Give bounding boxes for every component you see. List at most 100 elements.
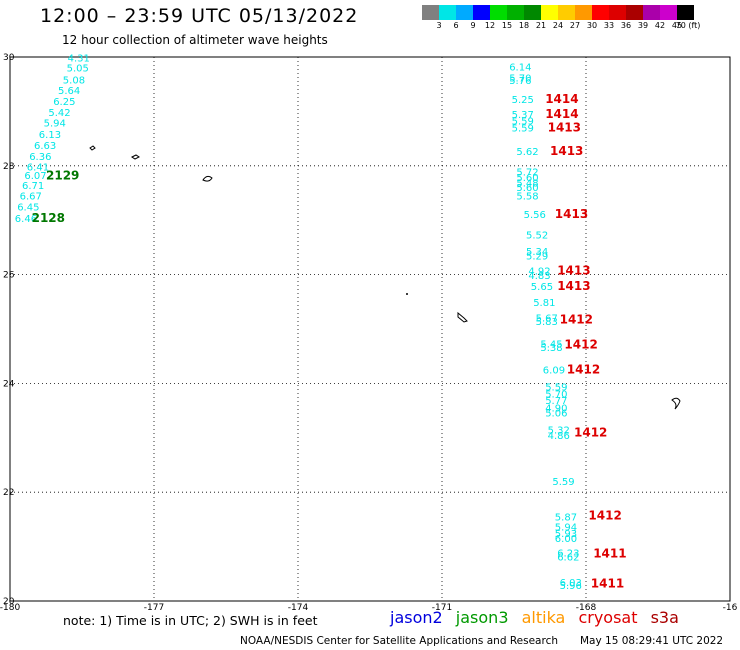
swh-label: 5.76	[509, 76, 531, 87]
swh-label: 5.45	[540, 339, 562, 350]
swh-label: 6.71	[22, 181, 44, 192]
scale-label: 33	[603, 21, 615, 30]
swh-label: 6.62	[557, 553, 579, 564]
time-label: 1412	[588, 508, 621, 522]
time-label: 1412	[567, 363, 600, 377]
scale-swatch	[609, 5, 626, 20]
scale-label: 45	[671, 21, 683, 30]
legend-cryosat: cryosat	[578, 608, 638, 627]
swh-label: 6.36	[29, 152, 51, 163]
scale-swatch	[677, 5, 694, 20]
island-outline	[202, 175, 213, 182]
swh-label: 5.58	[516, 192, 538, 203]
scale-swatch	[660, 5, 677, 20]
swh-label: 5.60	[516, 173, 538, 184]
time-label: 1413	[557, 279, 590, 293]
swh-label: 5.37	[512, 110, 534, 121]
swh-label: 5.25	[512, 95, 534, 106]
swh-label: 5.34	[526, 247, 548, 258]
island-outline	[89, 145, 96, 151]
swh-label: 5.32	[548, 425, 570, 436]
island-outline	[457, 311, 468, 323]
scale-swatch	[541, 5, 558, 20]
scale-swatch	[643, 5, 660, 20]
swh-label: 5.67	[536, 313, 558, 324]
page-subtitle: 12 hour collection of altimeter wave hei…	[62, 33, 328, 47]
swh-label: 5.59	[512, 116, 534, 127]
y-tick-label: 28	[3, 162, 15, 172]
swh-label: 4.86	[548, 431, 570, 442]
swh-label: 5.59	[545, 382, 567, 393]
scale-label: 36	[620, 21, 632, 30]
swh-label: 6.13	[39, 130, 61, 141]
scale-label: 27	[569, 21, 581, 30]
scale-swatch	[456, 5, 473, 20]
scale-label: 70 (ft)	[675, 21, 701, 30]
map-frame	[9, 56, 731, 602]
swh-label: 5.29	[526, 251, 548, 262]
x-tick-label: -171	[432, 603, 452, 613]
swh-label: 5.08	[63, 76, 85, 87]
time-label: 2129	[46, 168, 79, 182]
x-tick-label: -174	[288, 603, 309, 613]
time-label: 1412	[574, 426, 607, 440]
y-tick-label: 24	[3, 379, 15, 389]
swh-label: 6.07	[24, 171, 46, 182]
credit-text: NOAA/NESDIS Center for Satellite Applica…	[240, 635, 558, 647]
time-label: 1413	[550, 144, 583, 158]
time-label: 1411	[591, 576, 624, 590]
swh-label: 5.59	[552, 477, 574, 488]
scale-swatch	[507, 5, 524, 20]
swh-label: 5.48	[516, 178, 538, 189]
swh-label: 5.72	[516, 168, 538, 179]
scale-swatch	[626, 5, 643, 20]
swh-label: 4.31	[68, 53, 90, 64]
swh-label: 6.46	[15, 214, 37, 225]
scale-label: 39	[637, 21, 649, 30]
scale-swatch	[575, 5, 592, 20]
legend-altika: altika	[521, 608, 566, 627]
scale-swatch	[439, 5, 456, 20]
swh-label: 5.38	[540, 343, 562, 354]
y-tick-label: 30	[3, 53, 15, 63]
swh-label: 4.90	[545, 404, 567, 415]
swh-label: 6.09	[543, 366, 565, 377]
y-tick-label: 20	[3, 597, 15, 607]
y-tick-label: 22	[3, 488, 14, 498]
scale-label: 6	[453, 21, 459, 30]
scale-label: 12	[484, 21, 496, 30]
satellite-legend: jason2 jason3 altika cryosat s3a	[390, 608, 687, 627]
swh-label: 5.64	[58, 86, 80, 97]
scale-label: 18	[518, 21, 530, 30]
time-label: 2128	[32, 211, 65, 225]
x-tick-label: -180	[0, 603, 20, 613]
scale-label: 21	[535, 21, 547, 30]
swh-label: 5.94	[44, 119, 66, 130]
scale-swatch	[592, 5, 609, 20]
time-label: 1412	[560, 313, 593, 327]
swh-label: 5.05	[67, 64, 89, 75]
island-outline	[131, 154, 140, 160]
swh-label: 6.03	[560, 578, 582, 589]
x-tick-label: -177	[144, 603, 164, 613]
scale-swatch	[490, 5, 507, 20]
legend-jason2: jason2	[390, 608, 443, 627]
scale-label: 42	[654, 21, 666, 30]
swh-label: 4.92	[528, 267, 550, 278]
swh-label: 5.59	[512, 124, 534, 135]
color-scale-labels: 3 6 9 12 15 18 21 24 27 30 33 36 39 42 45 70 (ft)	[422, 21, 740, 33]
swh-label: 5.62	[516, 147, 538, 158]
swh-label: 5.93	[555, 529, 577, 540]
swh-label: 6.67	[20, 192, 42, 203]
swh-label: 5.60	[516, 183, 538, 194]
scale-label: 30	[586, 21, 598, 30]
time-label: 1414	[545, 92, 578, 106]
time-label: 1413	[557, 264, 590, 278]
color-scale-bar	[422, 5, 694, 20]
scale-label: 15	[501, 21, 513, 30]
time-label: 1413	[548, 121, 581, 135]
time-label: 1412	[564, 338, 597, 352]
swh-label: 6.00	[555, 534, 577, 545]
x-tick-label: -168	[576, 603, 597, 613]
swh-label: 5.06	[545, 409, 567, 420]
